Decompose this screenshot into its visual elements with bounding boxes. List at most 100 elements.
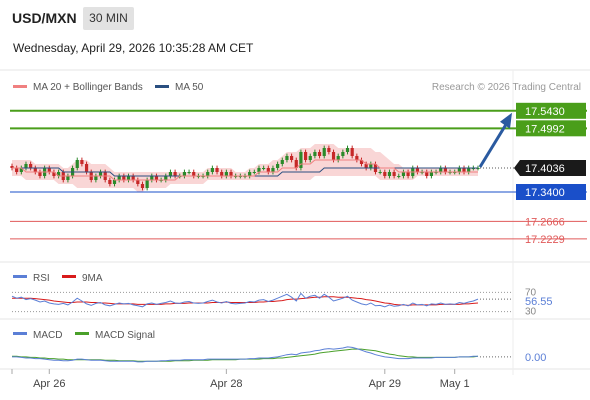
candle-body bbox=[467, 168, 471, 172]
ma20-legend-label: MA 20 + Bollinger Bands bbox=[33, 82, 143, 93]
macd-signal-legend-label: MACD Signal bbox=[95, 330, 155, 341]
candle-body bbox=[164, 176, 168, 180]
rsi-line bbox=[11, 292, 479, 308]
timestamp: Wednesday, April 29, 2026 10:35:28 AM CE… bbox=[13, 41, 254, 55]
candle-body bbox=[252, 172, 256, 173]
candle-body bbox=[383, 172, 387, 176]
candle-body bbox=[94, 176, 98, 180]
level-label-resistance: 17.5430 bbox=[525, 106, 565, 118]
candle-body bbox=[122, 176, 126, 180]
rsi-legend-swatch bbox=[13, 275, 27, 278]
candle-body bbox=[271, 168, 275, 172]
macd-legend-swatch bbox=[13, 332, 27, 335]
macd-signal-legend-swatch bbox=[75, 332, 89, 335]
level-label-box-resistance bbox=[516, 120, 586, 137]
candle-body bbox=[192, 172, 196, 176]
candle-body bbox=[24, 164, 28, 168]
x-axis: Apr 26 Apr 28 Apr 29 May 1 bbox=[11, 369, 470, 390]
candle-body bbox=[299, 152, 303, 168]
level-label-resistance: 17.4992 bbox=[525, 123, 565, 135]
candle-body bbox=[285, 156, 289, 160]
candle-body bbox=[331, 152, 336, 160]
rsi-ma-legend-swatch bbox=[62, 275, 76, 278]
candle-body bbox=[303, 152, 308, 160]
ma50-legend-label: MA 50 bbox=[175, 82, 204, 93]
candle-body bbox=[308, 156, 312, 160]
macd-current-value: 0.00 bbox=[525, 352, 546, 364]
candle-body bbox=[364, 164, 368, 168]
candle-body bbox=[415, 168, 420, 172]
x-tick-label: May 1 bbox=[440, 378, 470, 390]
candle-body bbox=[406, 172, 410, 176]
candle-body bbox=[57, 172, 61, 176]
candle-body bbox=[80, 160, 84, 164]
candle-body bbox=[10, 166, 14, 168]
candle-body bbox=[276, 164, 280, 168]
level-label-pivot: 17.3400 bbox=[525, 187, 565, 199]
ma20-line bbox=[12, 159, 478, 181]
candle-body bbox=[84, 164, 89, 172]
candle-body bbox=[173, 172, 177, 176]
candle-body bbox=[290, 156, 294, 160]
candle-body bbox=[140, 184, 145, 188]
candle-body bbox=[15, 168, 19, 172]
candle-body bbox=[378, 172, 382, 173]
x-tick-label: Apr 29 bbox=[369, 378, 401, 390]
candle-body bbox=[429, 172, 433, 176]
forecast-arrow-shaft bbox=[478, 122, 509, 168]
candle-body bbox=[75, 160, 79, 168]
candle-body bbox=[341, 152, 345, 156]
candle-body bbox=[313, 152, 317, 156]
candle-body bbox=[206, 172, 210, 176]
rsi-tick-label: 30 bbox=[525, 307, 537, 318]
candle-body bbox=[215, 168, 219, 172]
candle-body bbox=[327, 148, 331, 152]
candle-body bbox=[145, 180, 149, 188]
candle-body bbox=[98, 172, 103, 176]
candle-body bbox=[66, 176, 70, 180]
candle-body bbox=[29, 164, 33, 168]
candle-body bbox=[425, 172, 429, 176]
candle-body bbox=[457, 168, 461, 172]
candle-body bbox=[294, 160, 298, 168]
candle-body bbox=[187, 172, 191, 173]
candle-body bbox=[345, 148, 350, 152]
copyright-text: Research © 2026 Trading Central bbox=[432, 82, 581, 93]
candle-body bbox=[154, 176, 159, 180]
rsi-tick-label: 70 bbox=[525, 287, 537, 298]
candle-body bbox=[150, 176, 154, 180]
candle-body bbox=[439, 168, 443, 172]
candle-body bbox=[229, 172, 233, 176]
candle-body bbox=[336, 156, 340, 160]
interval-badge[interactable]: 30 MIN bbox=[83, 7, 134, 30]
candle-body bbox=[168, 172, 173, 176]
candle-body bbox=[108, 180, 112, 184]
candle-body bbox=[52, 172, 56, 176]
candle-body bbox=[443, 168, 447, 172]
symbol-title: USD/MXN bbox=[12, 10, 77, 26]
candle-body bbox=[359, 160, 364, 164]
candle-body bbox=[19, 168, 23, 172]
candle-body bbox=[131, 176, 135, 180]
candle-body bbox=[224, 172, 228, 176]
candle-body bbox=[317, 152, 322, 156]
macd-line bbox=[12, 346, 478, 363]
forecast-arrow-head bbox=[500, 112, 512, 129]
candle-body bbox=[397, 176, 401, 177]
rsi-current-value: 56.55 bbox=[525, 296, 553, 308]
price-levels bbox=[10, 109, 587, 240]
candle-body bbox=[33, 168, 37, 172]
current-price-label: 17.4036 bbox=[525, 163, 565, 175]
macd-pane: 0.00 bbox=[12, 346, 546, 364]
x-tick-label: Apr 26 bbox=[33, 378, 65, 390]
candle-body bbox=[117, 176, 121, 180]
macd-legend-label: MACD bbox=[33, 330, 62, 341]
current-price-box bbox=[514, 160, 586, 176]
level-label-box-pivot bbox=[516, 184, 586, 200]
candle-body bbox=[355, 156, 359, 160]
candlesticks bbox=[10, 145, 480, 191]
candle-body bbox=[392, 172, 396, 176]
candle-body bbox=[182, 172, 187, 176]
candle-body bbox=[266, 168, 270, 172]
